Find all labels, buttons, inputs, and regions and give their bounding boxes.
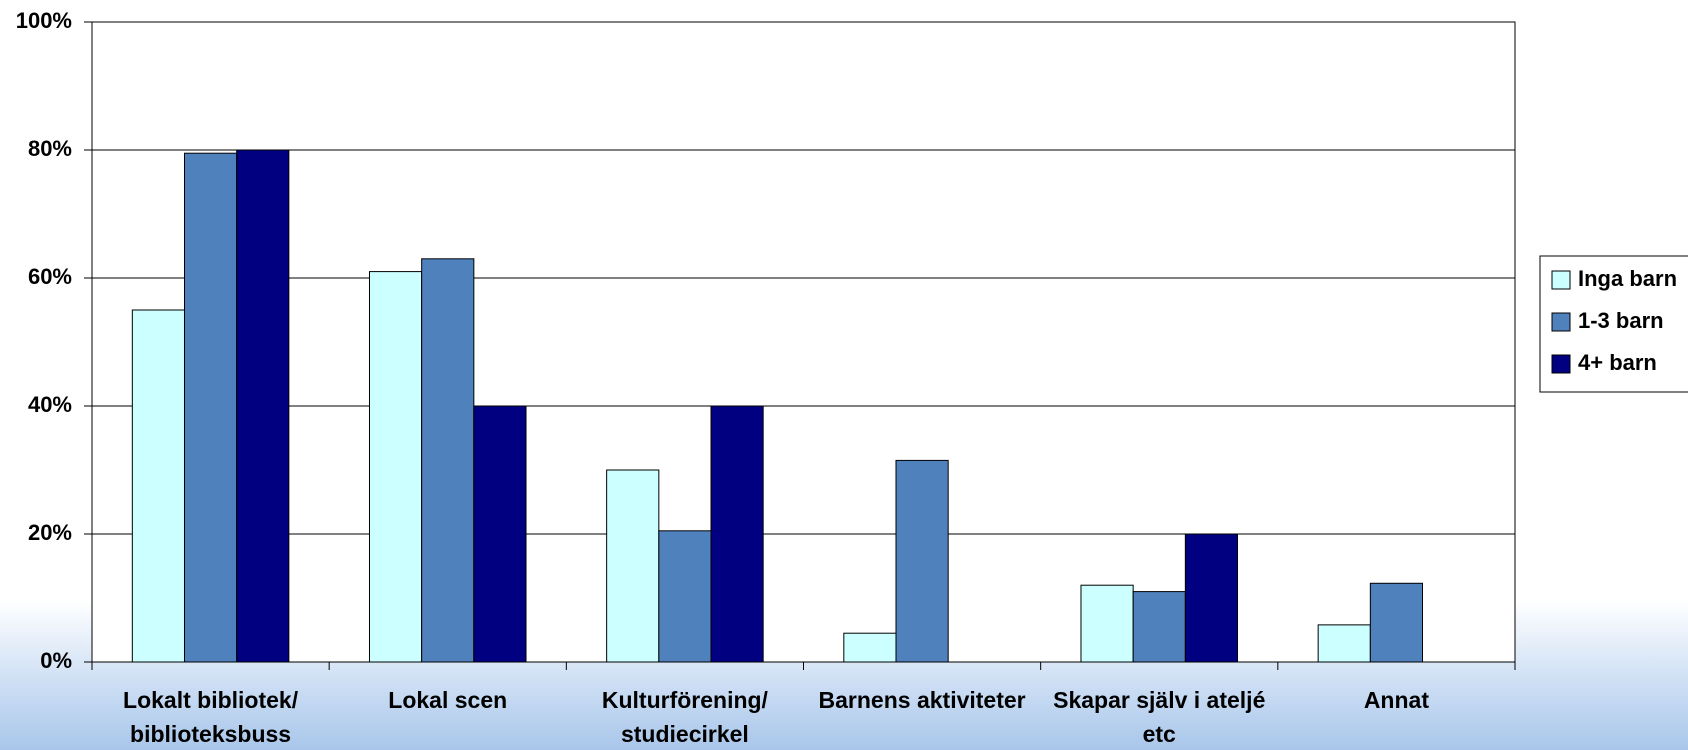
- legend-swatch: [1551, 312, 1571, 332]
- x-tick-label: Skapar själv i ateljé etc: [1053, 687, 1266, 747]
- x-tick-label: Annat: [1363, 687, 1429, 713]
- bar: [843, 632, 897, 663]
- bar: [1369, 582, 1424, 663]
- x-tick-label: Kulturförening/ studiecirkel: [601, 687, 768, 747]
- bar: [1080, 584, 1134, 663]
- y-tick-label: 60%: [28, 264, 72, 289]
- bar: [895, 459, 949, 663]
- legend-label: 4+ barn: [1578, 350, 1657, 375]
- bar: [236, 149, 290, 663]
- legend-label: Inga barn: [1578, 266, 1677, 291]
- bar: [183, 152, 238, 663]
- bar: [710, 405, 764, 663]
- bar: [1184, 533, 1239, 663]
- x-tick-label: Lokal scen: [388, 687, 508, 713]
- bar: [421, 258, 475, 663]
- bar: [1317, 624, 1371, 663]
- bar: [368, 271, 423, 663]
- y-tick-label: 40%: [28, 392, 72, 417]
- y-tick-label: 0%: [40, 648, 72, 673]
- bar: [606, 469, 660, 663]
- y-tick-label: 20%: [28, 520, 72, 545]
- bar: [1132, 591, 1186, 663]
- legend-swatch: [1551, 354, 1571, 374]
- y-tick-label: 100%: [16, 8, 72, 33]
- x-tick-label: Barnens aktiviteter: [818, 687, 1026, 713]
- bar: [131, 309, 185, 663]
- bar: [473, 405, 527, 663]
- plot-area: [91, 21, 1516, 663]
- legend-swatch: [1551, 270, 1571, 290]
- y-tick-label: 80%: [28, 136, 72, 161]
- x-tick-label: Lokalt bibliotek/ biblioteksbuss: [123, 687, 299, 747]
- legend-label: 1-3 barn: [1578, 308, 1664, 333]
- bar: [658, 530, 712, 663]
